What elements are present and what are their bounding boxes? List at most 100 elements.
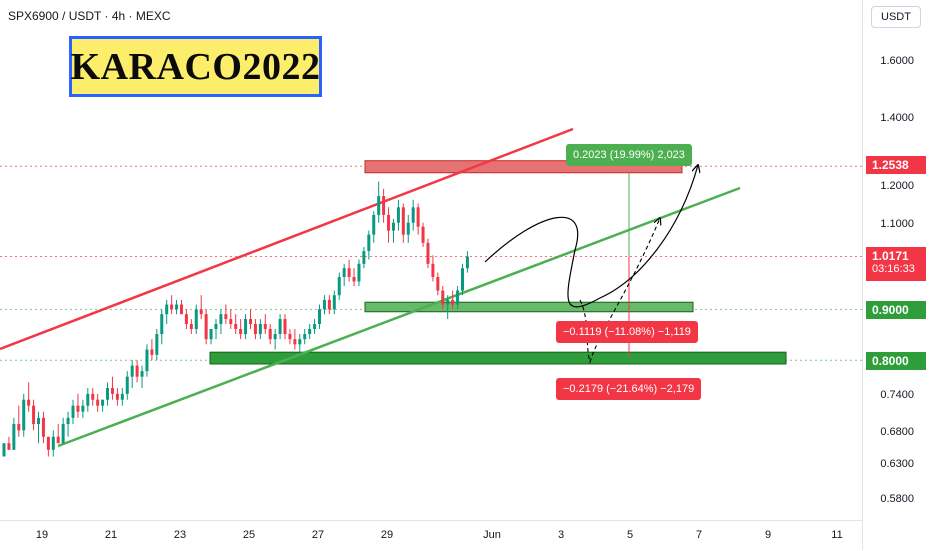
candle-body <box>170 304 174 310</box>
candle-body <box>12 424 16 450</box>
time-tick: 27 <box>311 529 325 541</box>
candle-body <box>460 268 464 291</box>
candle-body <box>253 323 257 335</box>
candle-body <box>347 268 351 278</box>
candle-body <box>313 323 317 329</box>
candle-body <box>382 196 386 215</box>
candle-body <box>86 393 90 406</box>
time-axis[interactable] <box>0 520 862 551</box>
candle-body <box>308 328 312 335</box>
candle-body <box>263 323 267 329</box>
candle-body <box>372 214 376 235</box>
candle-body <box>106 388 110 400</box>
channel-bottom-line <box>57 186 741 448</box>
candle-body <box>165 304 169 315</box>
chart-plot-area[interactable]: SPX6900 / USDT · 4h · MEXC KARACO2022 0.… <box>0 0 862 520</box>
current-price-badge: 1.0171 03:16:33 <box>866 247 926 281</box>
candle-body <box>391 222 395 231</box>
time-tick: 29 <box>380 529 394 541</box>
candle-body <box>7 443 11 450</box>
candle-body <box>456 290 460 305</box>
time-tick: 21 <box>104 529 118 541</box>
candle-body <box>145 349 149 372</box>
price-tick: 0.6300 <box>880 458 914 470</box>
candle-body <box>234 323 238 329</box>
time-tick: Jun <box>483 529 501 541</box>
candle-body <box>426 242 430 264</box>
candle-body <box>387 214 391 231</box>
currency-selector[interactable]: USDT <box>871 6 921 28</box>
candle-body <box>32 405 36 425</box>
candle-body <box>229 319 233 324</box>
support-price-badge-1: 0.9000 <box>866 301 926 319</box>
candle-body <box>120 393 124 400</box>
candle-body <box>17 424 21 431</box>
time-tick: 19 <box>35 529 49 541</box>
candle-body <box>451 299 455 305</box>
candle-body <box>288 334 292 340</box>
candle-body <box>268 328 272 340</box>
current-price-value: 1.0171 <box>872 249 909 263</box>
candle-body <box>446 299 450 305</box>
candle-body <box>160 314 164 335</box>
loss-measure-label-1[interactable]: −0.1119 (−11.08%) −1,119 <box>556 321 698 343</box>
candle-body <box>239 328 243 335</box>
channel-top-line <box>0 127 574 351</box>
candle-body <box>101 399 105 406</box>
projection-path <box>484 165 698 308</box>
candle-body <box>273 334 277 340</box>
candle-body <box>71 405 75 418</box>
candle-body <box>56 436 60 444</box>
candle-body <box>194 309 198 329</box>
candle-body <box>357 263 361 282</box>
candle-body <box>332 295 336 310</box>
candle-body <box>406 222 410 235</box>
candle-body <box>465 256 469 269</box>
candle-body <box>175 304 179 310</box>
time-tick: 5 <box>626 529 634 541</box>
candle-body <box>258 323 262 335</box>
symbol-title[interactable]: SPX6900 / USDT · 4h · MEXC <box>8 9 171 23</box>
price-tick: 1.6000 <box>880 55 914 67</box>
price-tick: 0.5800 <box>880 493 914 505</box>
candle-body <box>135 365 139 377</box>
time-tick: 23 <box>173 529 187 541</box>
candle-body <box>411 207 415 223</box>
target-price-badge: 1.2538 <box>866 156 926 174</box>
candle-body <box>322 299 326 310</box>
candle-body <box>76 405 80 412</box>
candle-body <box>327 299 331 310</box>
candle-body <box>150 349 154 355</box>
candle-body <box>396 207 400 223</box>
candle-body <box>367 234 371 252</box>
candle-body <box>51 436 55 450</box>
candle-body <box>110 388 114 394</box>
candle-body <box>2 443 6 457</box>
time-tick: 3 <box>557 529 565 541</box>
candle-body <box>179 304 183 315</box>
candle-body <box>41 417 45 437</box>
price-tick: 1.1000 <box>880 218 914 230</box>
candle-body <box>318 309 322 324</box>
candle-body <box>96 399 100 406</box>
candle-body <box>189 323 193 329</box>
candle-body <box>66 417 70 425</box>
price-tick: 1.4000 <box>880 112 914 124</box>
candle-body <box>416 207 420 227</box>
gain-measure-label[interactable]: 0.2023 (19.99%) 2,023 <box>566 144 692 166</box>
candle-body <box>61 424 65 444</box>
loss-measure-label-2[interactable]: −0.2179 (−21.64%) −2,179 <box>556 378 702 400</box>
candle-body <box>293 339 297 345</box>
candle-body <box>401 207 405 235</box>
price-tick: 1.2000 <box>880 180 914 192</box>
candle-body <box>436 277 440 291</box>
candle-body <box>337 277 341 296</box>
price-tick: 0.6800 <box>880 426 914 438</box>
support-zone-1 <box>364 301 694 313</box>
time-tick: 25 <box>242 529 256 541</box>
candle-body <box>377 196 381 215</box>
currency-label: USDT <box>881 11 911 23</box>
brand-watermark: KARACO2022 <box>69 36 322 97</box>
brand-text: KARACO2022 <box>70 45 321 88</box>
